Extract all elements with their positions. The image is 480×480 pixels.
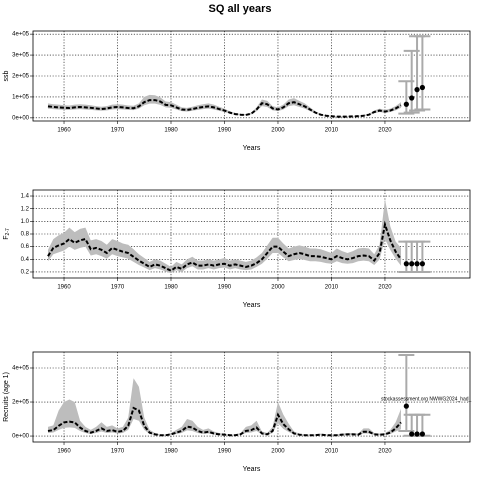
projection-point bbox=[403, 101, 409, 107]
estimate-line bbox=[47, 220, 402, 272]
projection-point bbox=[409, 95, 415, 101]
x-axis-label: Years bbox=[243, 466, 261, 473]
x-tick-label: 1970 bbox=[111, 285, 125, 291]
annotation: stockassessment.org NWWG2024_had_ bbox=[381, 396, 472, 402]
y-tick-label: 2e+05 bbox=[12, 74, 30, 80]
x-tick-label: 1990 bbox=[218, 128, 232, 134]
x-tick-label: 1980 bbox=[164, 285, 178, 291]
y-tick-label: 4e+05 bbox=[12, 32, 30, 38]
projection-point bbox=[414, 261, 420, 267]
y-axis-label-sub: 2-7 bbox=[5, 228, 11, 235]
y-tick-label: 0.6 bbox=[21, 244, 30, 250]
y-axis-label: ssb bbox=[3, 70, 10, 81]
y-axis-label: F2-7 bbox=[3, 228, 11, 240]
y-axis-label-main: ssb bbox=[3, 70, 10, 81]
x-tick-label: 2010 bbox=[325, 449, 339, 455]
y-tick-label: 1.0 bbox=[21, 219, 30, 225]
confidence-band bbox=[47, 199, 401, 274]
x-tick-label: 2020 bbox=[378, 449, 392, 455]
projection-point bbox=[409, 431, 415, 437]
y-tick-label: 0.8 bbox=[21, 232, 30, 238]
estimate-line bbox=[47, 406, 402, 437]
plot-frame bbox=[32, 189, 471, 279]
x-tick-label: 1970 bbox=[111, 449, 125, 455]
figure-title: SQ all years bbox=[209, 3, 272, 15]
projection-point bbox=[419, 431, 425, 437]
y-tick-label: 4e+05 bbox=[12, 366, 30, 372]
x-axis-label: Years bbox=[243, 145, 261, 152]
x-tick-label: 1990 bbox=[218, 285, 232, 291]
y-axis-label: Recruits (age 1) bbox=[3, 372, 10, 422]
y-tick-label: 0.4 bbox=[21, 257, 30, 263]
x-tick-label: 1990 bbox=[218, 449, 232, 455]
estimate-line bbox=[47, 99, 402, 118]
x-tick-label: 2000 bbox=[271, 128, 285, 134]
plot-frame bbox=[32, 351, 471, 443]
x-tick-label: 1970 bbox=[111, 128, 125, 134]
y-tick-label: 2e+05 bbox=[12, 400, 30, 406]
y-tick-label: 1.4 bbox=[21, 194, 30, 200]
y-tick-label: 0.2 bbox=[21, 270, 30, 276]
x-axis-label: Years bbox=[243, 302, 261, 309]
projection-point bbox=[403, 261, 409, 267]
x-tick-label: 1980 bbox=[164, 449, 178, 455]
projection-point bbox=[414, 431, 420, 437]
x-tick-label: 2020 bbox=[378, 285, 392, 291]
x-tick-label: 2010 bbox=[325, 285, 339, 291]
projection-point bbox=[419, 84, 425, 91]
x-tick-label: 2000 bbox=[271, 285, 285, 291]
y-tick-label: 0e+00 bbox=[12, 115, 30, 121]
x-tick-label: 2020 bbox=[378, 128, 392, 134]
x-tick-label: 1960 bbox=[57, 285, 71, 291]
y-tick-label: 3e+05 bbox=[12, 53, 30, 59]
confidence-band bbox=[47, 94, 401, 117]
plot-frame bbox=[32, 30, 471, 122]
x-tick-label: 2010 bbox=[325, 128, 339, 134]
x-tick-label: 1980 bbox=[164, 128, 178, 134]
projection-point bbox=[419, 261, 425, 267]
projection-point bbox=[403, 403, 409, 409]
y-tick-label: 1e+05 bbox=[12, 95, 30, 101]
y-axis-label-main: F bbox=[3, 235, 10, 239]
confidence-band bbox=[47, 378, 401, 436]
x-tick-label: 2000 bbox=[271, 449, 285, 455]
projection-point bbox=[409, 261, 415, 267]
y-tick-label: 1.2 bbox=[21, 206, 30, 212]
projection-point bbox=[414, 87, 420, 93]
y-tick-label: 0e+00 bbox=[12, 434, 30, 440]
y-axis-label-main: Recruits (age 1) bbox=[3, 372, 10, 422]
x-tick-label: 1960 bbox=[57, 128, 71, 134]
x-tick-label: 1960 bbox=[57, 449, 71, 455]
